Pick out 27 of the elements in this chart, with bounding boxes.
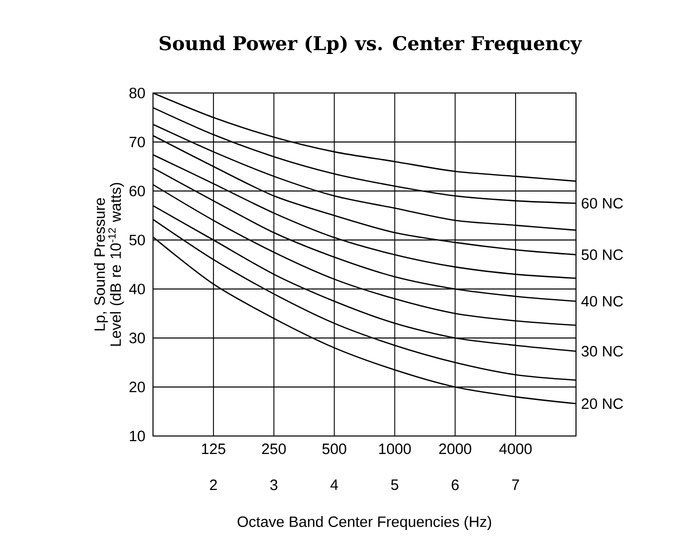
chart-title: Sound Power (Lp) vs. Center Frequency [160,36,582,54]
x2-tick-label: 7 [512,480,519,490]
y-tick-label: 20 [130,382,145,392]
x-axis-title: Octave Band Center Frequencies (Hz) [238,516,492,530]
x2-tick-label: 2 [210,480,217,490]
x2-tick-label: 5 [391,480,398,490]
x2-tick-label: 4 [330,480,338,490]
series-label: 60 NC [582,198,623,209]
x-tick-label: 4000 [499,444,532,454]
x2-tick-label: 6 [452,480,459,490]
y-tick-label: 80 [129,88,145,98]
y-tick-label: 70 [130,136,145,148]
y-tick-label: 40 [129,284,145,294]
x-tick-label: 125 [202,444,226,454]
y-tick-label: 10 [130,430,145,442]
series-label: 30 NC [582,346,623,357]
y-tick-label: 30 [129,332,145,344]
series-label: 50 NC [582,249,623,260]
series-label: 20 NC [582,398,623,409]
series-label: 40 NC [581,296,623,307]
x-tick-label: 250 [262,444,286,454]
x-tick-label: 500 [322,444,346,454]
y-tick-label: 60 [130,186,145,196]
y-tick-label: 50 [129,234,145,246]
x2-tick-label: 3 [270,480,278,490]
x-tick-label: 2000 [439,444,472,454]
x-tick-label: 1000 [379,444,411,454]
